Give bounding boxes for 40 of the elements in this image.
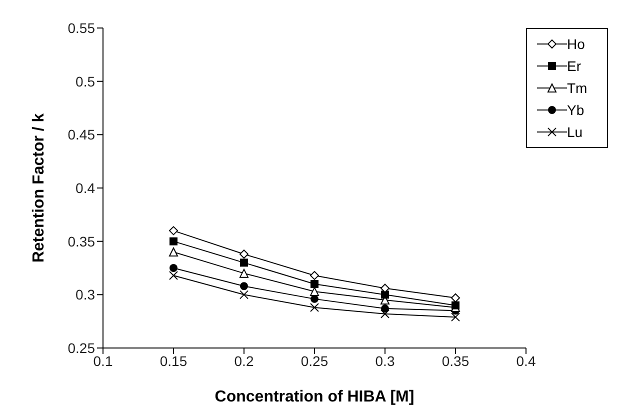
point — [451, 293, 460, 302]
y-axis-title: Retention Factor / k — [30, 113, 48, 263]
point — [240, 282, 248, 290]
point — [380, 309, 390, 318]
x-tick-label: 0.4 — [516, 352, 536, 369]
legend-label: Lu — [567, 123, 583, 142]
point — [452, 301, 460, 310]
x-tick-label: 0.2 — [234, 352, 254, 369]
point — [240, 258, 248, 267]
point — [381, 304, 389, 313]
y-tick-label: 0.3 — [76, 286, 96, 303]
x-tick-label: 0.1 — [93, 352, 113, 369]
x-axis-title: Concentration of HIBA [M] — [214, 388, 414, 406]
point — [310, 270, 319, 280]
legend-label: Er — [567, 57, 581, 76]
point — [170, 237, 178, 246]
legend-label: Tm — [567, 79, 588, 98]
point — [240, 268, 248, 278]
point — [170, 264, 178, 272]
point — [451, 312, 460, 322]
point — [240, 250, 248, 259]
y-tick-label: 0.35 — [68, 233, 96, 250]
point — [169, 226, 178, 236]
legend-label: Ho — [567, 35, 585, 54]
y-tick-label: 0.55 — [68, 20, 96, 36]
y-tick-label: 0.4 — [76, 180, 96, 196]
point — [169, 270, 178, 280]
point — [310, 280, 318, 288]
x-tick-label: 0.15 — [160, 352, 188, 369]
y-tick-label: 0.25 — [68, 340, 96, 356]
y-tick-label: 0.5 — [76, 73, 96, 90]
x-tick-label: 0.35 — [442, 352, 470, 369]
legend-label: Yb — [567, 101, 584, 120]
point — [381, 290, 389, 299]
x-tick-label: 0.25 — [300, 352, 328, 369]
y-tick-label: 0.45 — [68, 126, 96, 143]
x-tick-label: 0.3 — [375, 352, 395, 369]
point — [240, 290, 248, 300]
point — [310, 302, 319, 312]
point — [169, 248, 178, 256]
